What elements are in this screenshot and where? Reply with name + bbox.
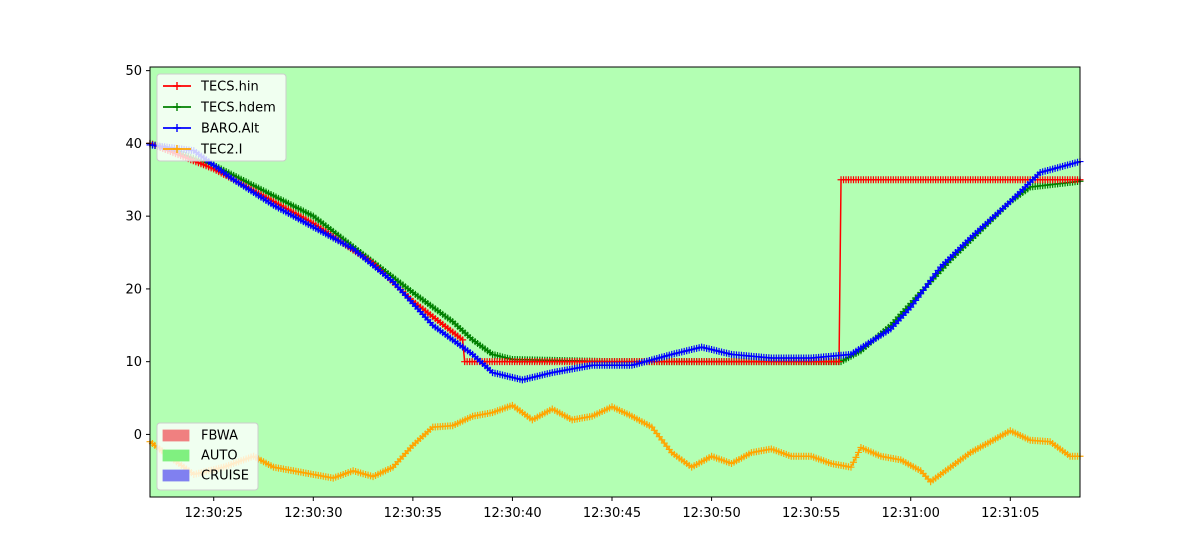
y-tick-label: 20 [125,282,142,297]
mode-swatch [162,449,190,462]
series-legend-box [156,73,287,162]
y-tick-label: 0 [134,428,142,443]
mode-swatch [162,469,190,482]
x-tick-label: 12:30:30 [284,506,342,521]
x-tick-label: 12:30:45 [583,506,641,521]
x-tick-label: 12:30:40 [483,506,541,521]
mode-label: FBWA [201,429,238,444]
x-tick-label: 12:30:35 [384,506,442,521]
legend-entry: BARO.Alt [163,122,259,137]
x-tick-label: 12:30:25 [185,506,243,521]
y-tick-label: 50 [125,64,142,79]
legend-label: TEC2.I [200,143,242,158]
legend-label: BARO.Alt [201,122,259,137]
legend-marker [173,103,181,111]
y-tick-label: 40 [125,137,142,152]
legend-marker [173,124,181,132]
y-tick-label: 30 [125,210,142,225]
mode-label: AUTO [201,449,238,464]
plot-frame [149,66,1081,498]
x-tick-label: 12:30:50 [682,506,740,521]
legend-entry: TEC2.I [163,143,242,158]
legend-label: TECS.hin [200,80,259,95]
legend-entry: TECS.hin [163,80,259,95]
mode-label: CRUISE [201,469,249,484]
auto-mode-band [150,67,1080,497]
x-axis: 12:30:25 12:30:30 12:30:35 12:30:40 12:30:45… [185,497,1039,521]
x-tick-label: 12:31:05 [981,506,1039,521]
x-tick-label: 12:30:55 [782,506,840,521]
y-tick-label: 10 [125,355,142,370]
legend-label: TECS.hdem [200,101,276,116]
mode-legend-entry: CRUISE [162,469,249,484]
mode-swatch [162,429,190,442]
legend-entry: TECS.hdem [163,101,276,116]
y-axis: 0 10 20 30 40 50 [125,64,150,443]
series-layer [146,139,1084,486]
mode-legend-entry: AUTO [162,449,238,464]
legend-marker [173,145,181,153]
legend-marker [173,82,181,90]
mode-legend-entry: FBWA [162,429,238,444]
series-legend: TECS.hin TECS.hdem BARO.Alt TEC2.I [156,73,287,162]
mode-legend: FBWA AUTO CRUISE [156,422,259,491]
x-tick-label: 12:31:00 [882,506,940,521]
